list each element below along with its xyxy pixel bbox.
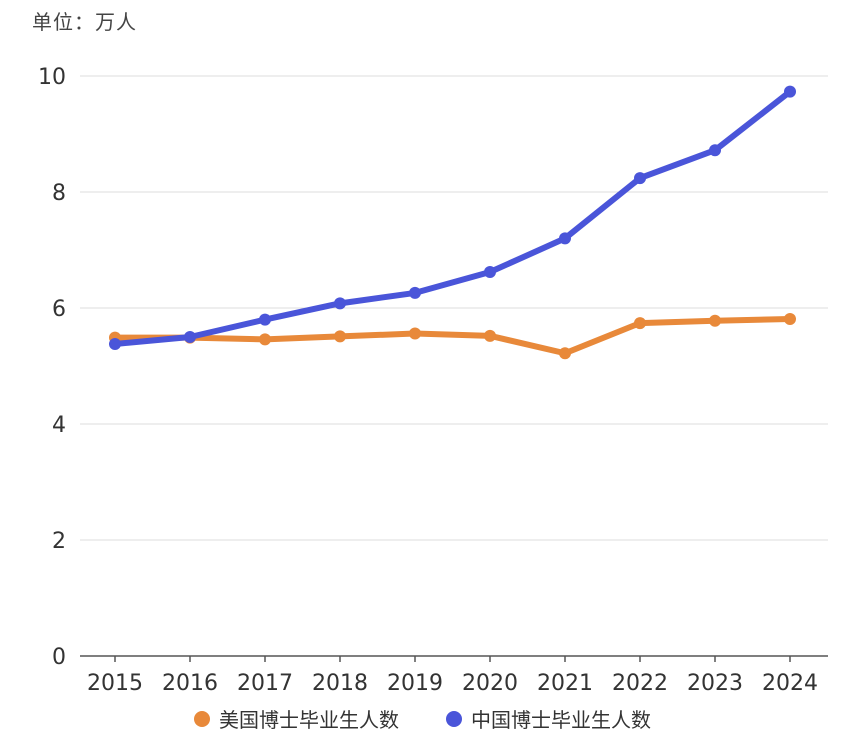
series-line-0 [112, 316, 793, 357]
series-1-point [484, 266, 496, 279]
series-1-point [259, 313, 271, 326]
series-0-point [784, 313, 796, 326]
series-0-point [709, 314, 721, 327]
x-tick-label: 2023 [687, 671, 743, 696]
x-tick-label: 2022 [612, 671, 668, 696]
x-tick-label: 2020 [462, 671, 518, 696]
x-tick-label: 2016 [162, 671, 218, 696]
y-tick-label: 8 [52, 181, 66, 206]
series-0-point [484, 329, 496, 342]
x-tick-label: 2018 [312, 671, 368, 696]
series-line-1 [112, 88, 793, 347]
x-tick-label: 2019 [387, 671, 443, 696]
series-1-point [109, 337, 121, 350]
series-1-point [634, 172, 646, 185]
y-tick-label: 10 [38, 65, 66, 90]
x-tick-label: 2017 [237, 671, 293, 696]
y-tick-label: 2 [52, 529, 66, 554]
series-lines [109, 85, 796, 360]
series-1-point [334, 297, 346, 310]
x-tick-label: 2015 [87, 671, 143, 696]
y-tick-label: 6 [52, 297, 66, 322]
legend: 美国博士毕业生人数 中国博士毕业生人数 [194, 708, 651, 732]
series-0-point [334, 330, 346, 343]
series-1-point [784, 85, 796, 98]
x-tick-label: 2021 [537, 671, 593, 696]
y-tick-label: 0 [52, 645, 66, 670]
series-0-point [634, 317, 646, 330]
series-0-point [409, 327, 421, 340]
series-0-point [559, 347, 571, 360]
y-tick-label: 4 [52, 413, 66, 438]
axes: 0 2 4 6 8 10 2015 2016 2017 2018 2019 2020 2021 2022 2… [38, 65, 828, 696]
legend-label: 中国博士毕业生人数 [471, 708, 651, 732]
series-0-point [259, 333, 271, 346]
series-1-point [184, 331, 196, 343]
legend-label: 美国博士毕业生人数 [219, 708, 399, 732]
x-tick-label: 2024 [762, 671, 818, 696]
series-1-point [409, 286, 421, 299]
grid-lines [80, 75, 828, 541]
legend-marker [194, 711, 210, 727]
series-1-point [709, 144, 721, 157]
series-1-point [559, 232, 571, 245]
legend-marker [446, 711, 462, 727]
unit-label: 单位：万人 [32, 10, 137, 34]
